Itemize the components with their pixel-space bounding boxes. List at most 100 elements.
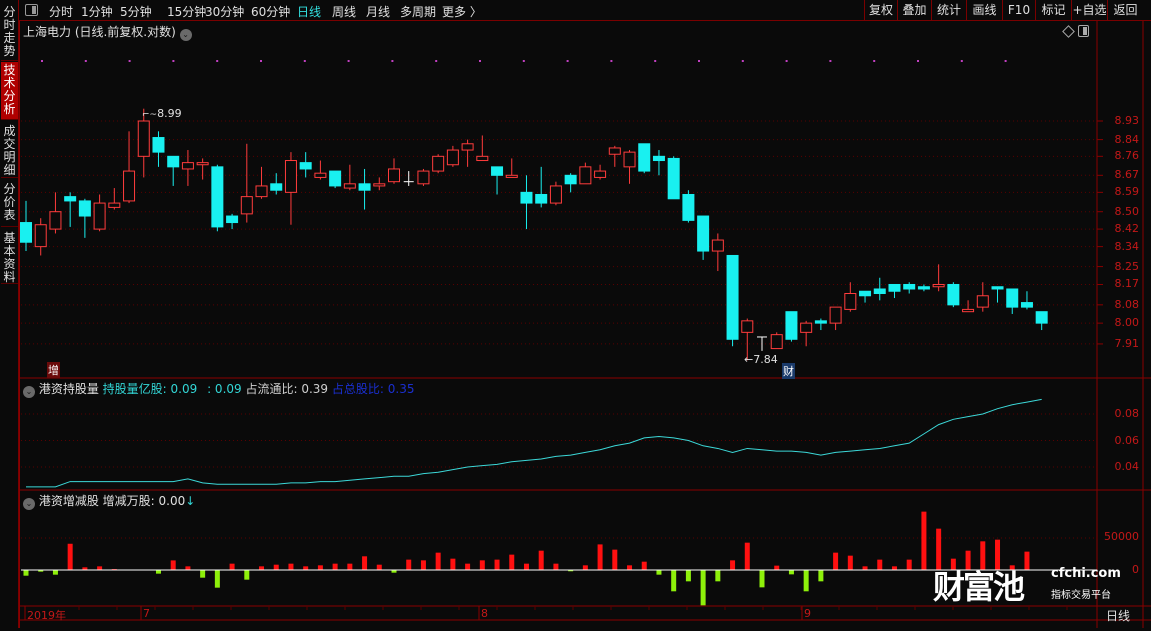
change-bar xyxy=(671,570,677,592)
candle-body xyxy=(844,293,857,310)
date-label: 8 xyxy=(481,607,488,620)
candle-body xyxy=(1020,302,1033,308)
candle-body xyxy=(932,283,945,288)
event-marker xyxy=(785,60,788,62)
layout-toggle-icon[interactable] xyxy=(25,4,38,16)
price-tick-label: 8.25 xyxy=(1114,259,1140,273)
candle-body xyxy=(917,286,930,290)
period-tab[interactable]: 更多 〉 xyxy=(442,5,482,19)
chevron-down-icon[interactable]: ⌄ xyxy=(23,498,35,510)
candle-body xyxy=(299,162,312,170)
chart-canvas[interactable] xyxy=(19,21,1151,628)
finance-badge[interactable]: 财 xyxy=(782,363,795,379)
holding-tick-label: 0.06 xyxy=(1114,433,1140,447)
candle-body xyxy=(505,174,518,178)
candle-body xyxy=(579,166,592,185)
toolbar-action-button[interactable]: +自选 xyxy=(1071,0,1107,21)
chart-area[interactable] xyxy=(19,21,1151,631)
sidebar-tab[interactable]: 成交明细 xyxy=(1,123,18,178)
candle-body xyxy=(343,183,356,189)
price-tick-label: 8.08 xyxy=(1114,297,1140,311)
change-bar xyxy=(288,563,294,570)
period-tab[interactable]: 日线 xyxy=(297,5,322,19)
candle-body xyxy=(446,149,459,166)
candle-body xyxy=(535,193,548,204)
change-bar xyxy=(259,566,265,570)
layout-toggle-icon[interactable] xyxy=(1078,25,1089,37)
price-tick-label: 8.59 xyxy=(1114,185,1140,199)
change-bar xyxy=(582,565,588,570)
increase-badge[interactable]: 增 xyxy=(47,362,60,378)
price-tick-label: 8.42 xyxy=(1114,222,1140,236)
change-bar xyxy=(376,564,382,570)
price-tick-label: 8.34 xyxy=(1114,239,1140,253)
toolbar-action-button[interactable]: 统计 xyxy=(931,0,966,21)
change-bar xyxy=(833,552,839,570)
change-bar xyxy=(317,565,323,570)
price-tick-label: 8.50 xyxy=(1114,204,1140,218)
toolbar-action-button[interactable]: 画线 xyxy=(966,0,1002,21)
change-bar xyxy=(303,566,309,570)
change-bar xyxy=(891,566,897,570)
change-bar xyxy=(818,570,824,582)
candle-body xyxy=(800,322,813,333)
sidebar-tab[interactable]: 分价表 xyxy=(1,181,18,227)
toolbar-action-button[interactable]: F10 xyxy=(1002,0,1035,21)
toolbar-action-button[interactable]: 复权 xyxy=(864,0,897,21)
candle-body xyxy=(417,170,430,185)
period-tab[interactable]: 5分钟 xyxy=(120,5,152,19)
change-bar xyxy=(774,565,780,570)
period-tab[interactable]: 15分钟 xyxy=(167,5,207,19)
change-bar xyxy=(965,550,971,570)
date-label: 9 xyxy=(804,607,811,620)
toolbar-action-button[interactable]: 返回 xyxy=(1107,0,1143,21)
candle-body xyxy=(34,224,47,248)
change-bar xyxy=(479,560,485,570)
sidebar-tab[interactable]: 基本资料 xyxy=(1,230,18,284)
change-bar xyxy=(362,556,368,570)
period-tab[interactable]: 周线 xyxy=(332,5,357,19)
change-bar xyxy=(685,570,691,582)
candle-body xyxy=(373,183,386,187)
chevron-down-icon[interactable]: ⌄ xyxy=(23,386,35,398)
holding-value-2: : 0.09 xyxy=(207,382,242,396)
candle-body xyxy=(947,283,960,306)
change-bar xyxy=(1024,551,1030,570)
period-tab[interactable]: 多周期 xyxy=(400,5,437,19)
period-tab[interactable]: 60分钟 xyxy=(251,5,291,19)
change-bar xyxy=(214,570,220,588)
period-tab[interactable]: 月线 xyxy=(366,5,391,19)
event-marker xyxy=(917,60,919,62)
event-marker xyxy=(347,60,350,62)
candle-body xyxy=(976,295,989,308)
candle-body xyxy=(476,155,489,162)
period-tab[interactable]: 分时 xyxy=(49,5,74,19)
candle-body xyxy=(137,120,150,157)
holding-value: 持股量亿股: 0.09 xyxy=(102,382,198,396)
change-bar xyxy=(38,570,44,572)
toolbar-action-button[interactable]: 标记 xyxy=(1035,0,1071,21)
toolbar-action-button[interactable]: 叠加 xyxy=(897,0,931,21)
chart-title: 上海电力 (日线.前复权.对数) ⌄ xyxy=(23,23,192,41)
change-bar xyxy=(347,563,353,570)
event-marker xyxy=(216,60,219,62)
change-bar xyxy=(155,570,161,574)
period-tab[interactable]: 1分钟 xyxy=(81,5,113,19)
change-bar xyxy=(803,570,809,592)
sidebar-tab[interactable]: 分时走势 xyxy=(1,4,18,61)
candle-body xyxy=(20,222,32,243)
change-tick-label: 50000 xyxy=(1104,530,1139,543)
change-tick-label: 0 xyxy=(1132,563,1139,576)
period-tab[interactable]: 30分钟 xyxy=(205,5,245,19)
change-bar xyxy=(420,560,426,570)
candle-body xyxy=(49,211,62,230)
candle-body xyxy=(432,155,445,172)
event-marker xyxy=(479,60,481,62)
candle-body xyxy=(240,196,253,215)
sidebar-tab[interactable]: 技术分析 xyxy=(1,62,18,120)
candle-body xyxy=(108,202,121,208)
chevron-down-icon[interactable]: ⌄ xyxy=(179,29,192,41)
candle-body xyxy=(859,290,872,297)
change-bar xyxy=(97,566,103,570)
change-bar xyxy=(597,544,603,570)
